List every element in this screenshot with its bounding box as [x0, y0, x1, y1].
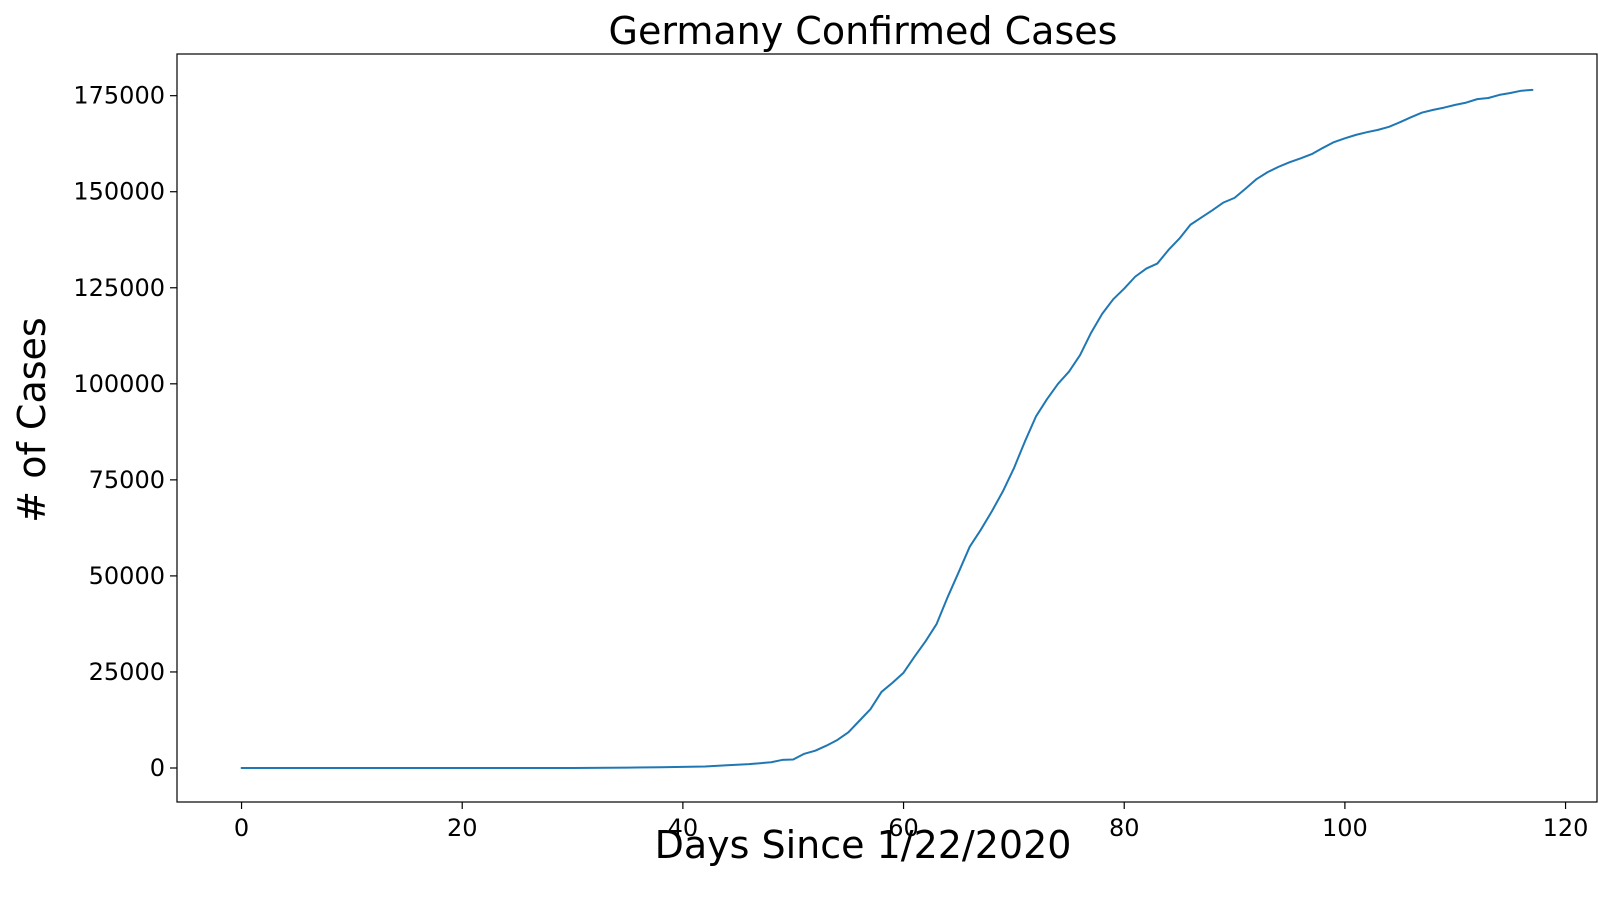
x-tick-label: 20 [447, 814, 478, 842]
y-tick-label: 0 [150, 754, 165, 782]
series-layer [240, 88, 1534, 769]
y-axis-label: # of Cases [10, 317, 54, 522]
x-tick-label: 0 [234, 814, 249, 842]
y-axis-ticks: 0 25000 50000 75000 100000 125000 150000 175000 [73, 82, 177, 782]
y-tick-label: 150000 [73, 178, 165, 206]
y-tick-label: 175000 [73, 82, 165, 110]
x-tick-label: 60 [888, 814, 919, 842]
chart-title: Germany Confirmed Cases [609, 9, 1118, 53]
x-axis-ticks: 0 20 40 60 80 100 120 [234, 802, 1589, 842]
y-tick-label: 125000 [73, 274, 165, 302]
y-tick-label: 75000 [89, 466, 165, 494]
series-line [240, 88, 1534, 769]
x-tick-label: 40 [668, 814, 699, 842]
x-tick-label: 100 [1322, 814, 1368, 842]
x-tick-label: 120 [1543, 814, 1589, 842]
x-axis-label: Days Since 1/22/2020 [655, 823, 1072, 867]
y-tick-label: 25000 [89, 658, 165, 686]
y-tick-label: 50000 [89, 562, 165, 590]
plot-frame [176, 53, 1598, 803]
x-tick-label: 80 [1109, 814, 1140, 842]
y-tick-label: 100000 [73, 370, 165, 398]
